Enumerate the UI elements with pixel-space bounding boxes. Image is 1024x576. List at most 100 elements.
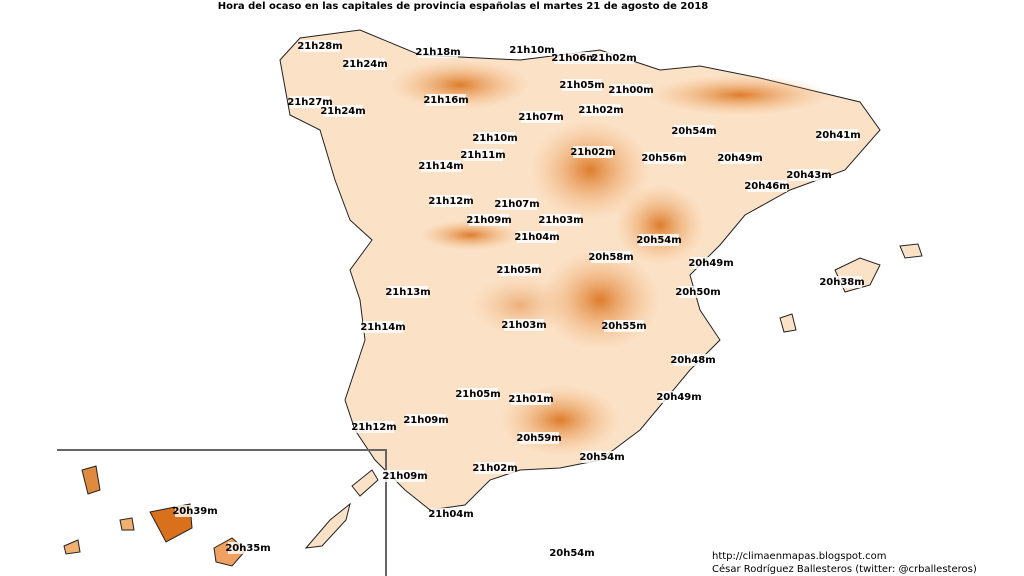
- sunset-time: 21h12m: [351, 422, 396, 433]
- sunset-time: 21h24m: [342, 59, 387, 70]
- sunset-time: 21h03m: [501, 320, 546, 331]
- label-box: [475, 462, 515, 474]
- label-box: [582, 451, 622, 463]
- sunset-time: 21h04m: [428, 509, 473, 520]
- label-box: [421, 160, 461, 172]
- sunset-time: 20h43m: [786, 170, 831, 181]
- sunset-time: 21h10m: [509, 45, 554, 56]
- label-box: [463, 149, 503, 161]
- sunset-time: 20h49m: [688, 258, 733, 269]
- sunset-time: 21h03m: [538, 215, 583, 226]
- sunset-time: 20h54m: [671, 126, 716, 137]
- label-box: [591, 251, 631, 263]
- label-box: [385, 470, 425, 482]
- canary-inset: [57, 449, 387, 576]
- label-box: [673, 354, 713, 366]
- sunset-time: 20h48m: [670, 355, 715, 366]
- label-box: [691, 257, 731, 269]
- sunset-time: 21h24m: [320, 106, 365, 117]
- label-box: [504, 319, 544, 331]
- sunset-time: 21h05m: [559, 80, 604, 91]
- sunset-time: 20h59m: [516, 433, 561, 444]
- label-box: [290, 96, 330, 108]
- label-box: [517, 231, 557, 243]
- label-box: [228, 542, 268, 554]
- label-box: [541, 214, 581, 226]
- sunset-time: 21h09m: [466, 215, 511, 226]
- label-box: [678, 286, 718, 298]
- sunset-time: 21h12m: [428, 196, 473, 207]
- sunset-time: 21h06m: [551, 53, 596, 64]
- label-box: [552, 547, 592, 559]
- label-box: [418, 46, 458, 58]
- map-title: Hora del ocaso en las capitales de provi…: [218, 1, 709, 12]
- label-box: [475, 132, 515, 144]
- label-box: [581, 104, 621, 116]
- sunset-time: 21h01m: [508, 394, 553, 405]
- sunset-time: 21h05m: [496, 265, 541, 276]
- label-box: [300, 40, 340, 52]
- sunset-time: 21h02m: [570, 147, 615, 158]
- label-box: [639, 234, 679, 246]
- sunset-time: 20h41m: [815, 130, 860, 141]
- label-box: [818, 129, 858, 141]
- sunset-time: 20h49m: [656, 392, 701, 403]
- sunset-time: 20h35m: [225, 543, 270, 554]
- label-box: [406, 414, 446, 426]
- label-box: [499, 264, 539, 276]
- sunset-time: 21h09m: [403, 415, 448, 426]
- label-box: [469, 214, 509, 226]
- label-box: [674, 125, 714, 137]
- credit: César Rodríguez Ballesteros (twitter: @c…: [712, 563, 977, 575]
- label-box: [345, 58, 385, 70]
- sunset-time: 21h14m: [360, 322, 405, 333]
- label-box: [644, 152, 684, 164]
- sunset-time: 20h50m: [675, 287, 720, 298]
- label-box: [458, 388, 498, 400]
- sunset-time: 21h02m: [472, 463, 517, 474]
- label-box: [363, 321, 403, 333]
- label-box: [659, 391, 699, 403]
- label-box: [720, 152, 760, 164]
- peninsula: [279, 29, 923, 511]
- label-box: [497, 198, 537, 210]
- sunset-time: 21h16m: [423, 95, 468, 106]
- label-box: [789, 169, 829, 181]
- sunset-time: 21h02m: [578, 105, 623, 116]
- label-box: [519, 432, 559, 444]
- label-box: [431, 195, 471, 207]
- sunset-time: 20h49m: [717, 153, 762, 164]
- sunset-time: 20h56m: [641, 153, 686, 164]
- sunset-time: 21h28m: [297, 41, 342, 52]
- label-box: [594, 52, 634, 64]
- label-box: [604, 320, 644, 332]
- label-box: [323, 105, 363, 117]
- sunset-time: 20h58m: [588, 252, 633, 263]
- sunset-time: 21h00m: [608, 85, 653, 96]
- label-box: [611, 84, 651, 96]
- label-box: [573, 146, 613, 158]
- sunset-time: 21h13m: [385, 287, 430, 298]
- sunset-time: 20h39m: [172, 506, 217, 517]
- sunset-time: 21h07m: [518, 112, 563, 123]
- sunset-time: 20h54m: [549, 548, 594, 559]
- label-box: [521, 111, 561, 123]
- label-box: [562, 79, 602, 91]
- sunset-time: 21h05m: [455, 389, 500, 400]
- label-box: [431, 508, 471, 520]
- label-box: [426, 94, 466, 106]
- sunset-time: 21h11m: [460, 150, 505, 161]
- label-box: [354, 421, 394, 433]
- sunset-time: 20h55m: [601, 321, 646, 332]
- sunset-time: 21h10m: [472, 133, 517, 144]
- label-box: [175, 505, 215, 517]
- sunset-time: 21h02m: [591, 53, 636, 64]
- sunset-time: 20h54m: [636, 235, 681, 246]
- sunset-time: 20h54m: [579, 452, 624, 463]
- sunset-time: 20h46m: [744, 181, 789, 192]
- sunset-time: 21h18m: [415, 47, 460, 58]
- label-box: [554, 52, 594, 64]
- sunset-time: 21h09m: [382, 471, 427, 482]
